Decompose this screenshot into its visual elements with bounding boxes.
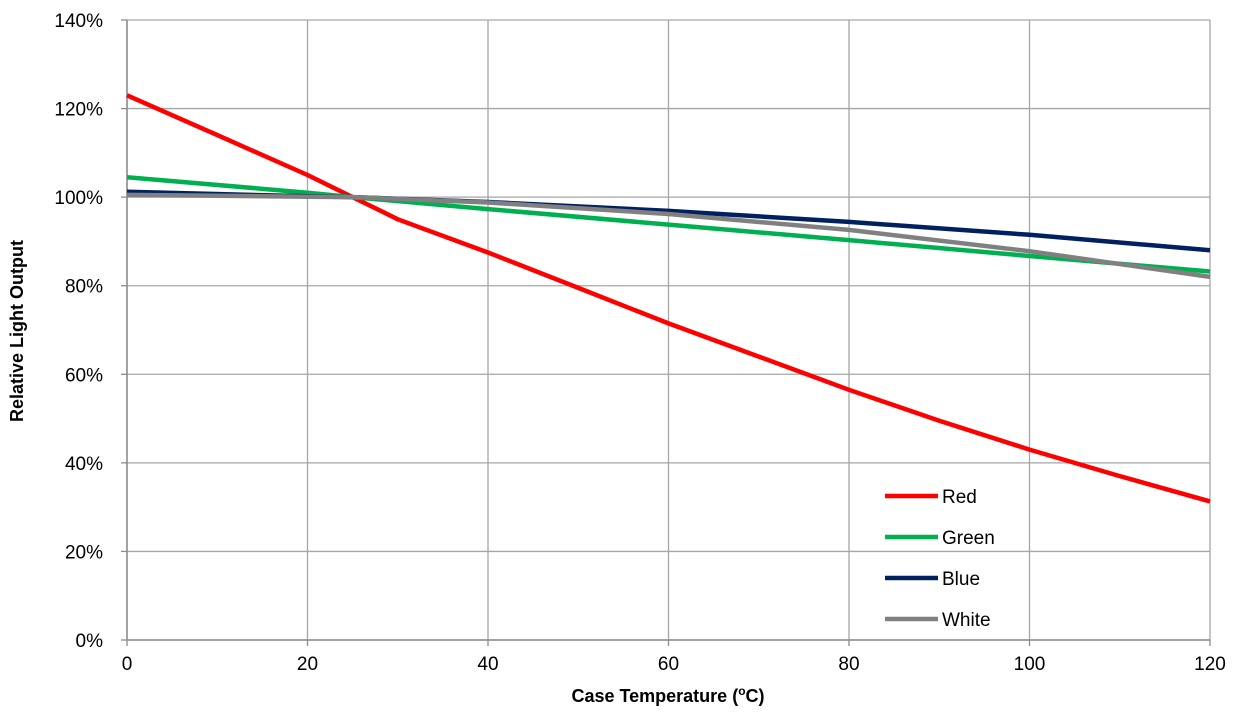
y-tick-label-3: 60%	[65, 365, 103, 386]
y-tick-label-5: 100%	[54, 188, 103, 209]
y-tick-label-7: 140%	[54, 11, 103, 32]
x-tick-label-3: 60	[658, 654, 679, 675]
x-tick-label-5: 100	[1014, 654, 1046, 675]
x-axis-title-main: Case Temperature (	[571, 686, 738, 706]
x-tick-label-6: 120	[1194, 654, 1226, 675]
series-line-red	[126, 93, 1211, 504]
y-tick-label-4: 80%	[65, 277, 103, 298]
legend: Red Green Blue White	[885, 487, 995, 631]
x-axis-title-end: C)	[746, 686, 765, 706]
gridlines	[126, 19, 1211, 641]
y-axis-title: Relative Light Output	[7, 240, 27, 422]
series-line-white	[126, 192, 1211, 280]
x-tick-label-1: 20	[297, 654, 318, 675]
x-axis-title-superscript: o	[738, 684, 745, 698]
x-tick-label-4: 80	[838, 654, 859, 675]
legend-label-red: Red	[942, 487, 977, 508]
x-axis-ticks: 0 20 40 60 80 100 120	[122, 640, 1226, 675]
legend-label-white: White	[942, 610, 991, 631]
x-tick-label-2: 40	[477, 654, 498, 675]
x-axis-title: Case Temperature (oC)	[571, 684, 764, 706]
series-lines	[126, 93, 1211, 504]
legend-label-green: Green	[942, 528, 995, 549]
legend-label-blue: Blue	[942, 569, 980, 590]
y-axis-ticks: 0% 20% 40% 60% 80% 100% 120% 140%	[54, 11, 127, 652]
x-tick-label-0: 0	[122, 654, 133, 675]
y-tick-label-6: 120%	[54, 100, 103, 121]
y-tick-label-0: 0%	[76, 631, 104, 652]
y-tick-label-2: 40%	[65, 454, 103, 475]
y-tick-label-1: 20%	[65, 542, 103, 563]
series-line-green	[126, 174, 1211, 274]
